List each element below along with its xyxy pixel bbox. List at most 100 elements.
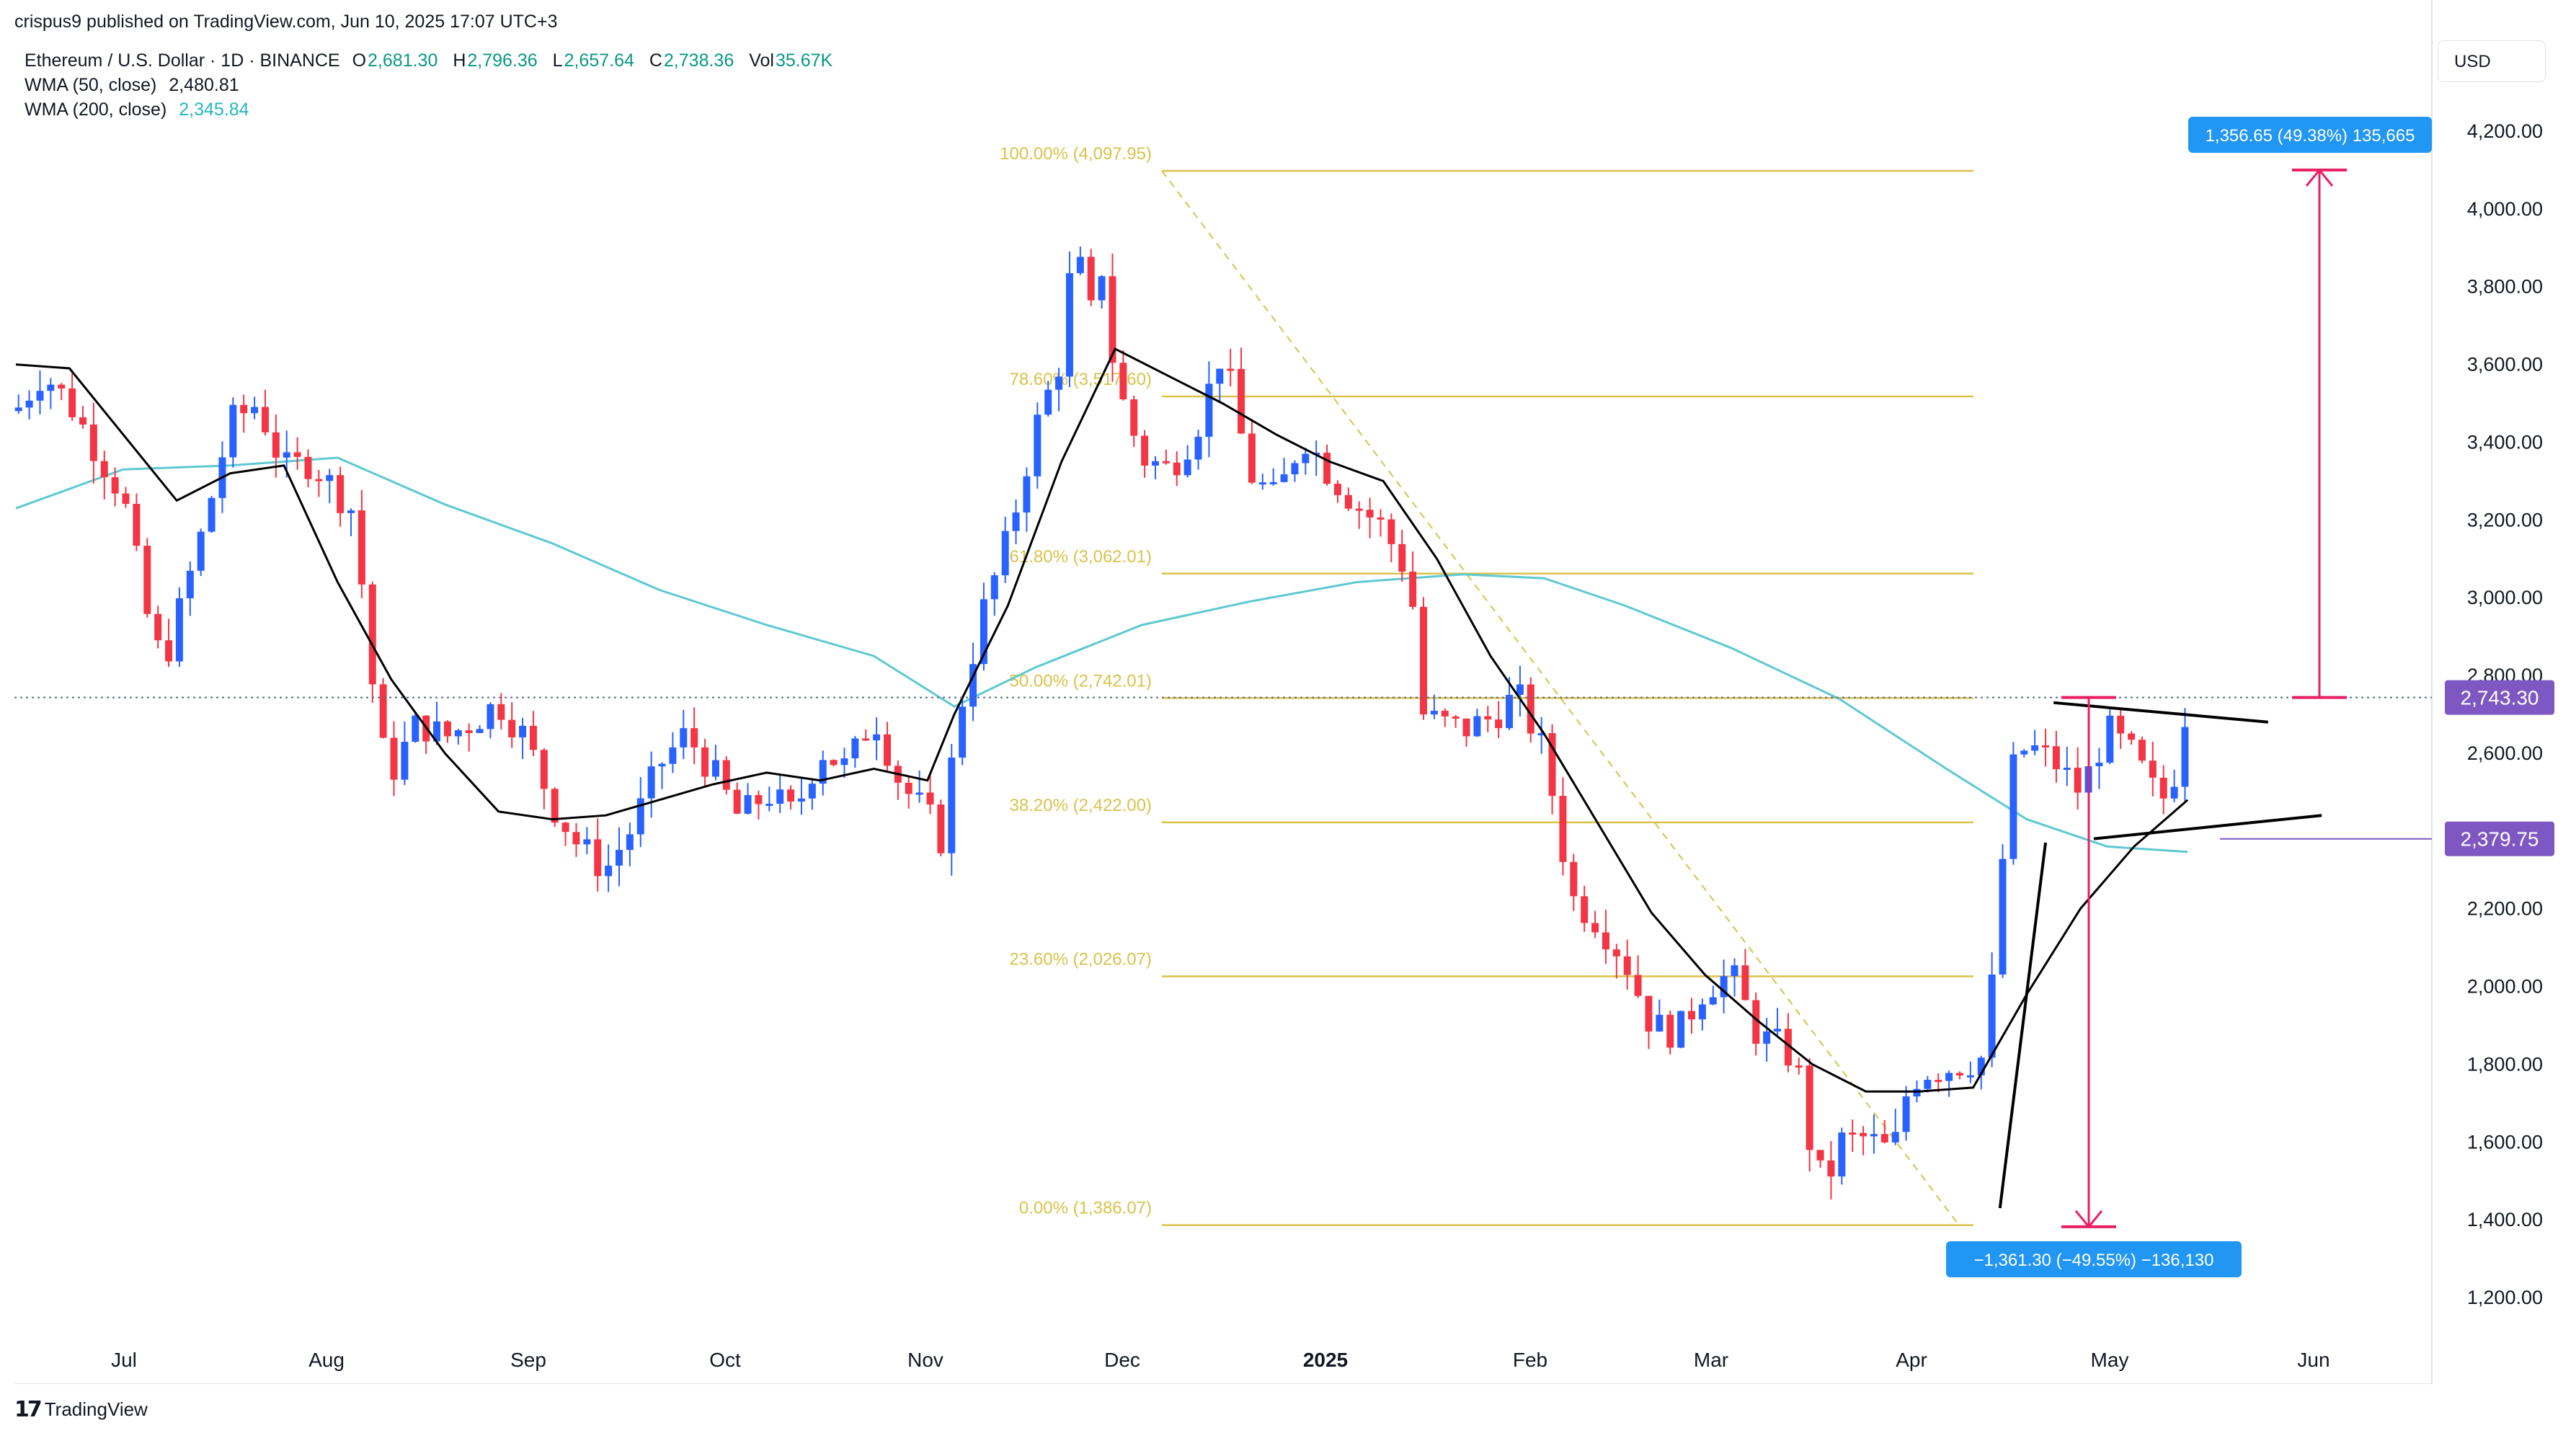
time-axis[interactable]: Jul Aug Sep Oct Nov Dec 2025 Feb Mar Apr May Jun (111, 1349, 2329, 1371)
price-tick-label: 2,000.00 (2467, 976, 2543, 998)
candle (1173, 451, 1181, 487)
fib-level-label: 0.00% (1,386.07) (1019, 1199, 1152, 1218)
candle (1044, 381, 1052, 417)
candle (1784, 1013, 1792, 1073)
candle (208, 495, 216, 533)
candle (1452, 714, 1460, 728)
candle (422, 715, 430, 754)
price-tick-label: 4,000.00 (2467, 198, 2543, 220)
candle (2159, 765, 2167, 815)
candle (830, 759, 838, 767)
candle (1527, 677, 1535, 743)
candle (122, 487, 130, 508)
candle (1323, 444, 1331, 486)
candle (959, 698, 967, 766)
candle (1731, 958, 1738, 997)
trendline[interactable] (2093, 814, 2322, 840)
measure-down[interactable]: −1,361.30 (−49.55%) −136,130 (1946, 696, 2242, 1277)
candle (433, 701, 441, 745)
price-chart[interactable]: 100.00% (4,097.95) 78.60% (3,517.60) 61.80… (0, 0, 2576, 1384)
volume-label: Vol (749, 50, 774, 71)
candle (315, 469, 323, 497)
candle (347, 508, 355, 536)
candle (476, 725, 484, 734)
candle (1098, 275, 1106, 309)
candle (680, 709, 688, 760)
candle (251, 396, 259, 420)
candle (797, 777, 805, 815)
candle (1623, 939, 1631, 990)
candle (926, 773, 934, 815)
time-tick-label: 2025 (1303, 1349, 1348, 1371)
fibonacci-retracement[interactable]: 100.00% (4,097.95) 78.60% (3,517.60) 61.80… (1000, 144, 1973, 1226)
candle (293, 437, 301, 470)
wma50-path (15, 347, 2189, 1093)
candle (240, 394, 248, 433)
candle (1763, 1018, 1771, 1062)
candle (744, 783, 752, 815)
candle (1806, 1058, 1813, 1172)
candle (1238, 347, 1245, 435)
candle (1581, 885, 1589, 932)
price-tags: 2,743.30 2,379.75 (2445, 680, 2554, 856)
measure-up[interactable]: 1,356.65 (49.38%) 135,665 (2188, 117, 2432, 699)
candle (412, 711, 419, 743)
candle (1988, 952, 1996, 1068)
time-tick-label: Jun (2297, 1349, 2329, 1371)
trendline[interactable] (2053, 701, 2268, 724)
wma50-legend: WMA (50, close) 2,480.81 (25, 75, 247, 96)
drawings[interactable]: 1,356.65 (49.38%) 135,665 −1,361.30 (−49.… (14, 117, 2432, 1277)
published-by: crispus9 published on TradingView.com, J… (14, 12, 558, 32)
candle (36, 370, 44, 414)
currency-selector[interactable]: USD (2438, 40, 2546, 82)
candle (47, 378, 55, 409)
candle (2095, 747, 2103, 789)
trendline[interactable] (1998, 842, 2048, 1209)
candle (1162, 449, 1170, 465)
candle (2063, 746, 2071, 786)
candle (1966, 1061, 1974, 1083)
candle (357, 489, 365, 598)
candle (1666, 1010, 1674, 1055)
candle (261, 389, 269, 436)
candle (1902, 1086, 1910, 1141)
candlesticks (14, 247, 2189, 1199)
candle (1677, 1011, 1685, 1049)
candle (1409, 551, 1417, 610)
candle (1612, 944, 1620, 979)
candle (1141, 430, 1149, 478)
candle (605, 844, 613, 892)
candle (1001, 516, 1009, 583)
candle (1484, 706, 1492, 732)
price-tag: 2,743.30 (2445, 680, 2554, 715)
close-label: C (649, 50, 662, 71)
candle (1709, 985, 1717, 1006)
price-tick-label: 3,600.00 (2467, 354, 2543, 376)
close-value: 2,738.36 (663, 50, 734, 71)
candle (1559, 777, 1567, 876)
candle (401, 721, 409, 786)
candle (497, 693, 505, 730)
price-tick-label: 3,400.00 (2467, 431, 2543, 453)
time-tick-label: Nov (907, 1349, 943, 1371)
candle (1130, 395, 1138, 448)
candle (722, 756, 730, 795)
price-tick-label: 3,000.00 (2467, 587, 2543, 608)
time-tick-label: Mar (1694, 1349, 1728, 1371)
candle (1216, 368, 1224, 404)
time-tick-label: May (2091, 1349, 2129, 1371)
price-tick-label: 4,200.00 (2467, 120, 2543, 142)
tradingview-logo[interactable]: 𝟭𝟳 TradingView (14, 1397, 148, 1422)
tradingview-logo-icon: 𝟭𝟳 (14, 1398, 43, 1421)
fib-level-label: 78.60% (3,517.60) (1010, 370, 1152, 389)
fib-level-label: 61.80% (3,062.01) (1010, 547, 1152, 567)
candle (1752, 992, 1760, 1056)
candle (2170, 769, 2178, 802)
candle (1034, 402, 1041, 489)
price-tick-label: 1,400.00 (2467, 1209, 2543, 1230)
candle (1109, 253, 1116, 382)
time-tick-label: Dec (1104, 1349, 1140, 1371)
candle (1462, 718, 1470, 747)
candle (1076, 247, 1084, 275)
candle (337, 466, 345, 527)
